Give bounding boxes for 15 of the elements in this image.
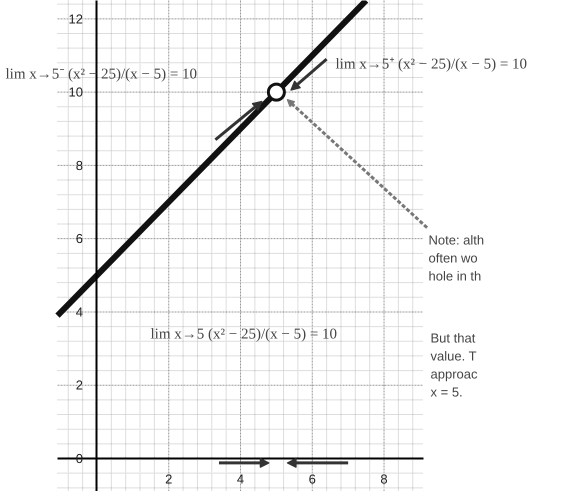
- x-tick-label: 2: [165, 472, 172, 487]
- x-tick-label: 4: [236, 472, 244, 487]
- annotation: lim x→5 (x² − 25)/(x − 5) = 10: [150, 326, 338, 342]
- annotation: lim x→5⁺ (x² − 25)/(x − 5) = 10: [336, 56, 528, 72]
- y-tick-label: 6: [76, 231, 83, 246]
- y-tick-label: 12: [68, 11, 83, 26]
- annotation: lim x→5⁻ (x² − 25)/(x − 5) = 10: [6, 66, 198, 82]
- text: But that value. T approac x = 5.: [430, 330, 478, 400]
- x-tick-label: 8: [380, 472, 388, 487]
- y-tick-label: 2: [76, 378, 83, 393]
- y-tick-label: 8: [76, 158, 83, 173]
- y-tick-label: 4: [76, 304, 83, 320]
- y-tick-label: 10: [68, 84, 83, 100]
- text: Note: alth often wo hole in th: [428, 232, 484, 284]
- x-tick-label: 6: [308, 472, 316, 487]
